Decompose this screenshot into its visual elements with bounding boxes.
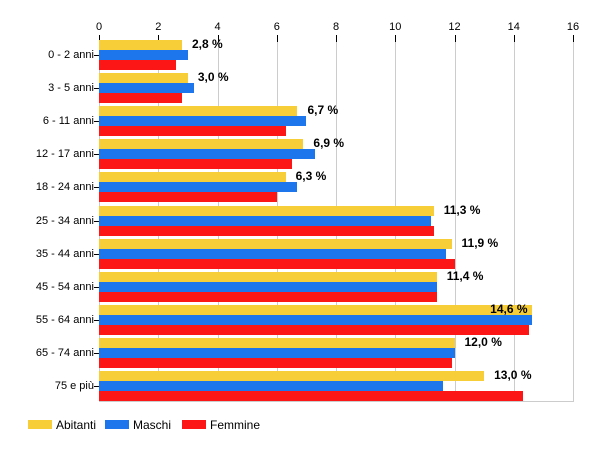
bar-maschi-7 (99, 249, 446, 259)
bar-abitanti-6 (99, 206, 434, 216)
bar-abitanti-9 (99, 305, 532, 315)
bar-femmine-9 (99, 325, 529, 335)
x-axis-tick-label: 2 (155, 21, 162, 33)
x-axis-tick (336, 35, 337, 42)
bar-femmine-10 (99, 358, 452, 368)
legend-label-maschi: Maschi (133, 418, 172, 432)
bar-maschi-4 (99, 149, 316, 159)
category-tick (94, 221, 99, 222)
bar-maschi-10 (99, 348, 455, 358)
bar-abitanti-2 (99, 73, 188, 83)
value-label: 14,6 % (490, 302, 528, 316)
bar-femmine-4 (99, 159, 292, 169)
category-tick (94, 154, 99, 155)
x-axis-tick (573, 35, 574, 42)
x-axis-tick-label: 8 (332, 21, 340, 33)
legend-swatch-femmine (182, 420, 206, 429)
category-tick (94, 386, 99, 387)
bar-femmine-8 (99, 292, 437, 302)
category-label: 25 - 34 anni (35, 215, 94, 227)
category-label: 35 - 44 anni (35, 248, 94, 260)
legend-label-abitanti: Abitanti (56, 418, 97, 432)
x-axis-tick-label: 10 (389, 21, 402, 33)
category-tick (94, 121, 99, 122)
category-tick (94, 55, 99, 56)
bar-maschi-3 (99, 116, 307, 126)
bar-abitanti-4 (99, 139, 304, 149)
bar-abitanti-7 (99, 239, 452, 249)
value-label: 3,0 % (197, 70, 229, 84)
x-axis-tick-label: 6 (273, 21, 280, 33)
bar-femmine-3 (99, 126, 286, 136)
bar-abitanti-1 (99, 40, 182, 50)
category-tick (94, 254, 99, 255)
category-label: 55 - 64 anni (35, 314, 94, 326)
x-axis-tick (217, 35, 219, 42)
gridline (513, 35, 515, 401)
x-axis-tick-label: 14 (507, 21, 520, 33)
value-label: 6,9 % (313, 136, 345, 150)
category-tick (94, 187, 99, 188)
value-label: 12,0 % (464, 335, 502, 349)
category-label: 45 - 54 anni (35, 281, 94, 293)
bar-maschi-9 (99, 315, 532, 325)
legend-swatch-maschi (105, 420, 129, 429)
gridline (454, 35, 456, 401)
bar-femmine-1 (99, 60, 177, 70)
category-tick (94, 320, 99, 321)
category-tick (94, 88, 99, 89)
bar-abitanti-11 (99, 371, 485, 381)
bar-femmine-7 (99, 259, 455, 269)
bar-femmine-6 (99, 226, 434, 236)
category-label: 12 - 17 anni (35, 148, 94, 160)
x-axis-tick-label: 4 (214, 21, 221, 33)
bar-abitanti-8 (99, 272, 437, 282)
bar-maschi-8 (99, 282, 437, 292)
category-label: 18 - 24 anni (35, 181, 94, 193)
bar-abitanti-10 (99, 338, 455, 348)
value-label: 11,9 % (461, 236, 499, 250)
legend-label-femmine: Femmine (210, 418, 261, 432)
category-label: 6 - 11 anni (42, 115, 94, 127)
x-axis-tick-label: 12 (448, 21, 461, 33)
chart-legend: Abitanti Maschi Femmine (0, 418, 600, 433)
bar-abitanti-5 (99, 172, 286, 182)
x-axis-tick (99, 35, 100, 42)
bar-maschi-11 (99, 381, 443, 391)
value-label: 11,3 % (443, 203, 481, 217)
bar-femmine-2 (99, 93, 182, 103)
category-label: 0 - 2 anni (48, 49, 94, 61)
x-axis-tick (395, 35, 397, 42)
gridline (573, 35, 574, 401)
x-axis-tick (513, 35, 515, 42)
category-label: 75 e più (54, 380, 94, 392)
x-axis-tick (276, 35, 278, 42)
category-tick (94, 353, 99, 354)
bar-maschi-6 (99, 216, 431, 226)
bar-abitanti-3 (99, 106, 298, 116)
category-tick (94, 287, 99, 288)
value-label: 2,8 % (191, 37, 223, 51)
category-label: 65 - 74 anni (35, 347, 94, 359)
x-axis-tick (158, 35, 160, 42)
bar-maschi-2 (99, 83, 194, 93)
bar-maschi-5 (99, 182, 298, 192)
value-label: 6,7 % (307, 103, 339, 117)
value-label: 13,0 % (494, 368, 532, 382)
legend-swatch-abitanti (28, 420, 52, 429)
bar-maschi-1 (99, 50, 188, 60)
value-label: 11,4 % (446, 269, 484, 283)
value-label: 6,3 % (295, 169, 327, 183)
x-axis-tick-label: 16 (566, 21, 580, 33)
x-axis-tick-label: 0 (95, 21, 103, 33)
category-label: 3 - 5 anni (48, 82, 94, 94)
bar-femmine-11 (99, 391, 523, 401)
plot-bottom-border (99, 401, 574, 402)
x-axis-tick (454, 35, 456, 42)
bar-femmine-5 (99, 192, 277, 202)
